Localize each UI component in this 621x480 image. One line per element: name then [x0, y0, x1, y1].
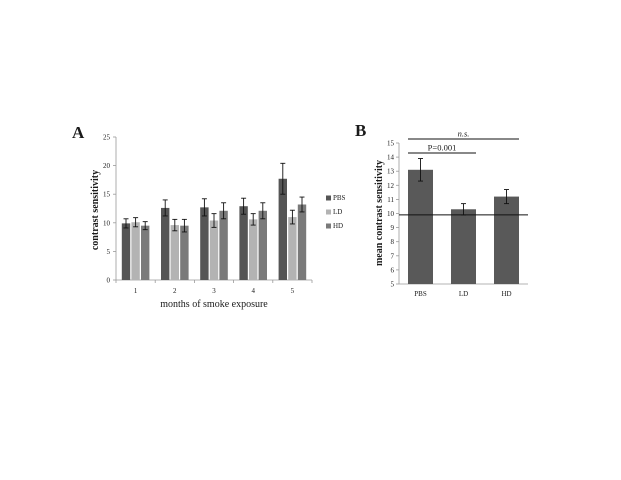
chart-a-x-axis-title: months of smoke exposure: [160, 299, 268, 310]
chart-b-significance-label: n.s.: [458, 129, 470, 139]
chart-a-bar-ld: [209, 220, 219, 280]
chart-b-y-tick-label: 12: [387, 182, 395, 190]
chart-a-bar-pbs: [239, 206, 248, 280]
chart-b-y-tick-label: 6: [391, 266, 395, 274]
chart-a-y-tick-label: 20: [103, 162, 111, 170]
chart-a-bar-ld: [288, 217, 297, 280]
chart-b-x-tick-label: HD: [501, 290, 511, 298]
chart-a-legend-label: HD: [333, 222, 343, 230]
chart-b-bar: [408, 169, 433, 284]
chart-a-y-tick-label: 10: [103, 219, 111, 227]
panel-b-label: B: [355, 121, 366, 140]
chart-a-y-tick-label: 5: [107, 248, 111, 256]
chart-b-significance-label: P=0.001: [428, 143, 457, 153]
chart-b-y-tick-label: 11: [387, 196, 394, 204]
chart-b-bar: [451, 209, 476, 284]
chart-a-legend-swatch-ld: [326, 209, 331, 215]
chart-a-y-tick-label: 15: [103, 191, 111, 199]
chart-b-x-tick-label: LD: [459, 290, 468, 298]
chart-b-y-tick-label: 13: [387, 168, 395, 176]
chart-b-y-tick-label: 5: [391, 281, 395, 289]
chart-b-x-tick-label: PBS: [414, 290, 427, 298]
chart-a-legend-label: LD: [333, 208, 342, 216]
chart-a-bar-hd: [258, 210, 267, 280]
chart-b-y-tick-label: 15: [387, 140, 395, 148]
chart-a-y-axis-title: contrast sensitivity: [90, 170, 101, 250]
chart-a-bar-pbs: [121, 223, 131, 280]
chart-b: 5 6 7 8 9 10 11 12 13 14 15 PBS LD HD n.s.P=0.001: [387, 129, 528, 298]
chart-a-x-tick-label: 5: [291, 287, 295, 295]
chart-a-bar-ld: [249, 219, 258, 280]
chart-b-y-tick-label: 7: [391, 252, 395, 260]
chart-a-bar-ld: [170, 225, 179, 280]
chart-b-y-tick-label: 10: [387, 210, 395, 218]
chart-a-x-tick-label: 4: [251, 287, 255, 295]
chart-a-x-tick-label: 3: [212, 287, 216, 295]
chart-a-bar-hd: [297, 204, 307, 280]
chart-b-y-tick-label: 14: [387, 154, 395, 162]
chart-a-x-tick-label: 2: [173, 287, 177, 295]
chart-a-legend-swatch-hd: [326, 223, 331, 229]
chart-a-bar-pbs: [278, 178, 287, 280]
chart-b-y-axis-title: mean contrast sensitivity: [374, 160, 385, 266]
chart-a-legend-label: PBS: [333, 194, 346, 202]
chart-a-legend-swatch-pbs: [326, 195, 331, 201]
chart-a: 0 5 10 15 20 25 1 2 3 4 5 PBS LD HD: [103, 134, 346, 296]
chart-b-y-tick-label: 9: [391, 224, 395, 232]
chart-a-y-tick-label: 25: [103, 134, 111, 142]
chart-a-bar-hd: [180, 225, 189, 280]
chart-a-y-tick-label: 0: [107, 277, 111, 285]
chart-a-x-tick-label: 1: [134, 287, 138, 295]
chart-a-bar-pbs: [161, 207, 170, 280]
chart-a-bar-pbs: [200, 207, 209, 280]
chart-b-bar: [494, 196, 519, 284]
chart-a-bar-ld: [131, 222, 140, 280]
chart-a-bar-hd: [219, 210, 228, 280]
panel-a-label: A: [72, 123, 85, 142]
chart-b-y-tick-label: 8: [391, 238, 395, 246]
chart-a-bar-hd: [141, 225, 150, 280]
